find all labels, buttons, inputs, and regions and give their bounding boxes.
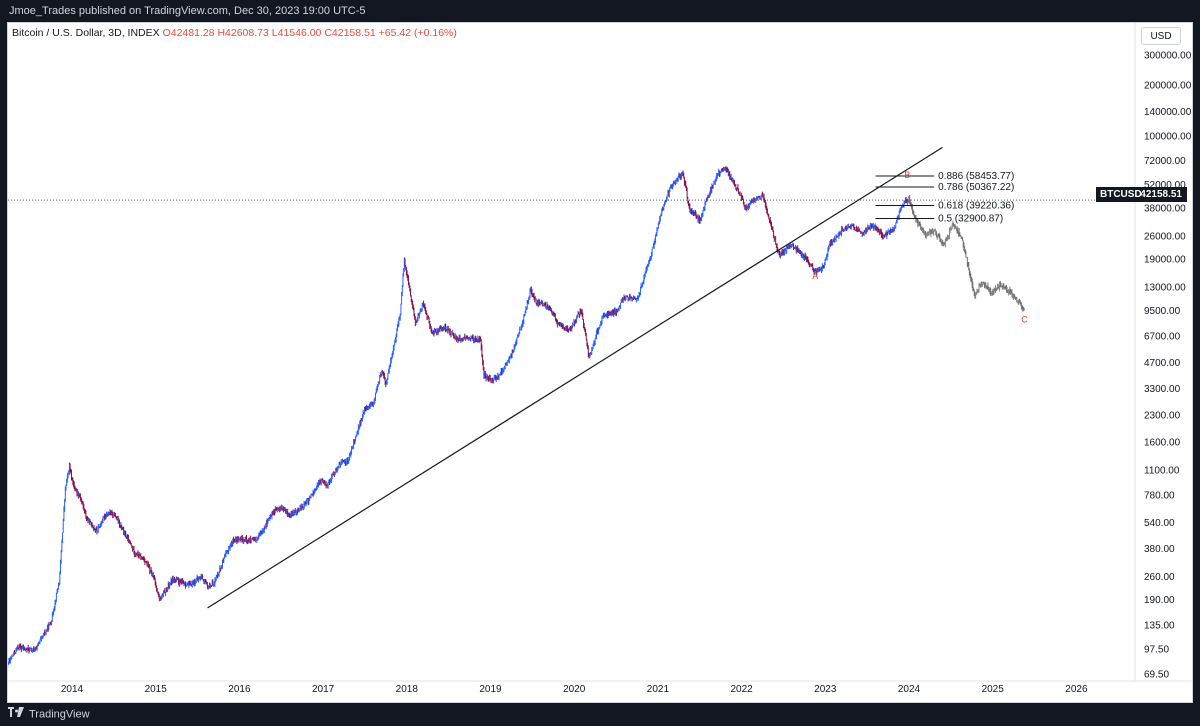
time-axis-tick: 2026: [1065, 684, 1088, 695]
price-axis-tick: 135.00: [1144, 620, 1175, 631]
price-axis-tick: 190.00: [1144, 595, 1175, 606]
footer-bar: TradingView: [0, 703, 1200, 726]
price-badge-value: 42158.51: [1140, 189, 1182, 200]
fib-retracement: 0.886 (58453.77)0.786 (50367.22) 0.618 (3…: [875, 171, 1014, 224]
price-axis-tick: 72000.00: [1144, 156, 1186, 167]
time-axis-tick: 2017: [312, 684, 335, 695]
publisher-bar: Jmoe_Trades published on TradingView.com…: [0, 0, 1200, 22]
time-axis-tick: 2015: [145, 684, 168, 695]
price-axis-tick: 140000.00: [1144, 107, 1192, 118]
price-axis-tick: 200000.00: [1144, 80, 1192, 91]
price-axis-tick: 2300.00: [1144, 411, 1181, 422]
price-axis-tick: 4700.00: [1144, 358, 1181, 369]
price-candles: [8, 166, 910, 668]
ohlc-open: O42481.28: [162, 27, 215, 39]
chart-panel[interactable]: 300000.00 200000.00 140000.00 100000.00 7200…: [7, 22, 1193, 703]
time-axis-tick: 2019: [479, 684, 502, 695]
tradingview-logo-icon[interactable]: [8, 703, 24, 726]
publisher-text: Jmoe_Trades published on TradingView.com…: [9, 5, 366, 17]
last-price-badge: BTCUSD 42158.51: [1096, 187, 1187, 202]
price-axis-tick: 6700.00: [1144, 332, 1181, 343]
time-axis-tick: 2021: [647, 684, 670, 695]
price-axis-tick: 19000.00: [1144, 255, 1186, 266]
price-axis-tick: 380.00: [1144, 544, 1175, 555]
ohlc-close: C42158.51: [324, 27, 376, 39]
price-axis-tick: 69.50: [1144, 670, 1169, 681]
time-axis-tick: 2020: [563, 684, 586, 695]
price-axis-tick: 97.50: [1144, 644, 1169, 655]
trendline: [207, 146, 943, 609]
time-axis: 2014 2015 2016 2017 2018 2019 2020 2021 2022 2023…: [61, 684, 1088, 695]
wave-label-b: B: [904, 170, 910, 180]
time-axis-tick: 2024: [898, 684, 921, 695]
price-axis-tick: 13000.00: [1144, 283, 1186, 294]
wave-label-a: A: [812, 271, 818, 281]
ohlc-high: H42608.73: [217, 27, 269, 39]
price-axis-tick: 1600.00: [1144, 438, 1181, 449]
price-axis-tick: 3300.00: [1144, 384, 1181, 395]
ohlc-change: +65.42 (+0.16%): [378, 27, 457, 39]
price-axis: 300000.00 200000.00 140000.00 100000.00 7200…: [1144, 51, 1192, 681]
price-axis-tick: 1100.00: [1144, 465, 1180, 476]
price-chart[interactable]: 300000.00 200000.00 140000.00 100000.00 7200…: [8, 23, 1193, 703]
symbol-legend: Bitcoin / U.S. Dollar, 3D, INDEX O42481.…: [12, 27, 457, 39]
price-axis-tick: 9500.00: [1144, 306, 1181, 317]
price-axis-tick: 38000.00: [1144, 203, 1186, 214]
wave-label-c: C: [1021, 315, 1028, 325]
price-axis-tick: 300000.00: [1144, 51, 1192, 62]
time-axis-tick: 2025: [982, 684, 1005, 695]
price-axis-tick: 100000.00: [1144, 132, 1192, 143]
ohlc-low: L41546.00: [271, 27, 322, 39]
time-axis-tick: 2018: [396, 684, 419, 695]
fib-level-label: 0.5 (32900.87): [938, 213, 1003, 224]
price-axis-tick: 52000.00: [1144, 180, 1186, 191]
fib-level-label: 0.786 (50367.22): [938, 182, 1014, 193]
footer-brand: TradingView: [29, 708, 90, 721]
price-axis-tick: 540.00: [1144, 518, 1175, 529]
projection-candles: [908, 194, 1025, 312]
price-axis-tick: 260.00: [1144, 572, 1175, 583]
fib-level-label: 0.886 (58453.77): [938, 171, 1014, 182]
currency-button[interactable]: USD: [1141, 27, 1181, 45]
price-badge-symbol: BTCUSD: [1100, 189, 1142, 200]
time-axis-tick: 2022: [730, 684, 753, 695]
time-axis-tick: 2014: [61, 684, 84, 695]
price-axis-tick: 780.00: [1144, 491, 1175, 502]
symbol-title[interactable]: Bitcoin / U.S. Dollar, 3D, INDEX: [12, 27, 160, 39]
fib-level-label: 0.618 (39220.36): [938, 200, 1014, 211]
time-axis-tick: 2016: [228, 684, 251, 695]
price-axis-tick: 26000.00: [1144, 231, 1186, 242]
time-axis-tick: 2023: [814, 684, 837, 695]
